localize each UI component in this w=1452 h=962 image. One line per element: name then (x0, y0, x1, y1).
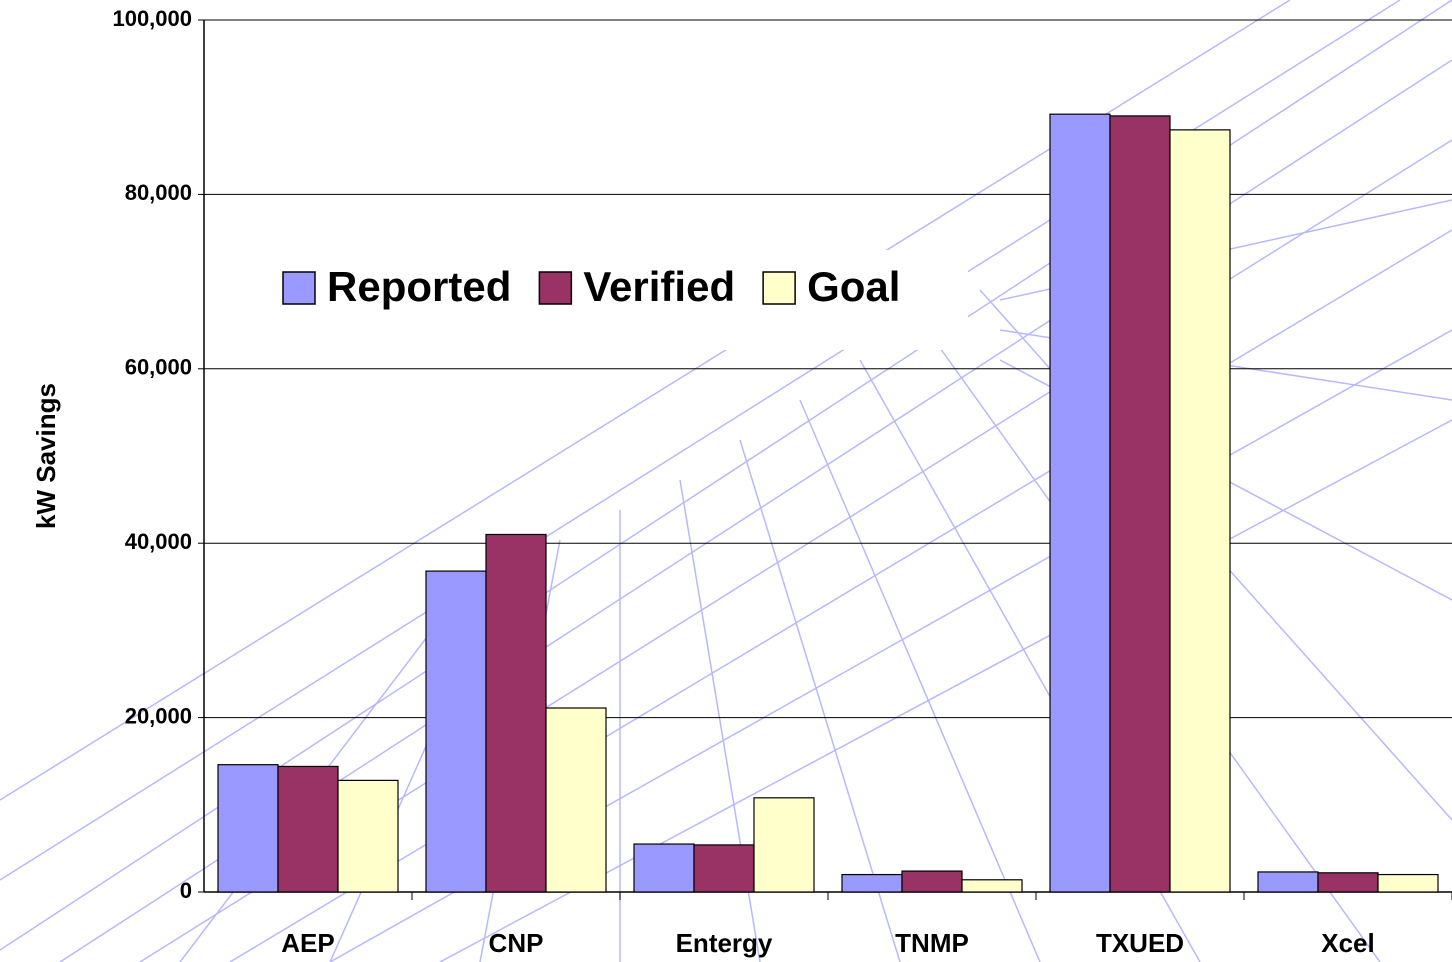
bar (1257, 871, 1319, 893)
x-tick-label: AEP (281, 928, 334, 958)
bar (901, 870, 963, 893)
legend-label: Verified (583, 263, 735, 310)
legend-swatch (538, 271, 573, 305)
bar (841, 873, 903, 893)
legend-label: Reported (327, 263, 511, 310)
bar (1049, 113, 1111, 893)
y-tick-label: 80,000 (125, 180, 192, 205)
bar (217, 764, 279, 893)
legend-background (268, 250, 968, 350)
bar (961, 879, 1023, 893)
x-tick-label: Entergy (676, 928, 773, 958)
bar (633, 843, 695, 893)
y-tick-label: 100,000 (112, 6, 192, 31)
bar (1317, 872, 1379, 893)
bar (753, 797, 815, 893)
bar (693, 844, 755, 893)
bar (1169, 129, 1231, 893)
bar (425, 570, 487, 893)
x-tick-label: CNP (489, 928, 544, 958)
x-tick-label: Xcel (1321, 928, 1375, 958)
bar (485, 533, 547, 893)
x-tick-label: TXUED (1096, 928, 1184, 958)
legend-label: Goal (807, 263, 900, 310)
bar (337, 779, 399, 893)
legend-swatch (282, 271, 316, 305)
x-tick-label: TNMP (895, 928, 969, 958)
y-tick-label: 20,000 (125, 703, 192, 728)
y-tick-label: 40,000 (125, 529, 192, 554)
bar (545, 707, 607, 893)
legend-swatch (762, 271, 796, 305)
y-tick-label: 60,000 (125, 355, 192, 380)
y-axis-label: kW Savings (31, 383, 61, 529)
y-tick-label: 0 (180, 878, 192, 903)
bar (1109, 115, 1171, 893)
bar (277, 765, 339, 893)
bar (1377, 873, 1439, 893)
